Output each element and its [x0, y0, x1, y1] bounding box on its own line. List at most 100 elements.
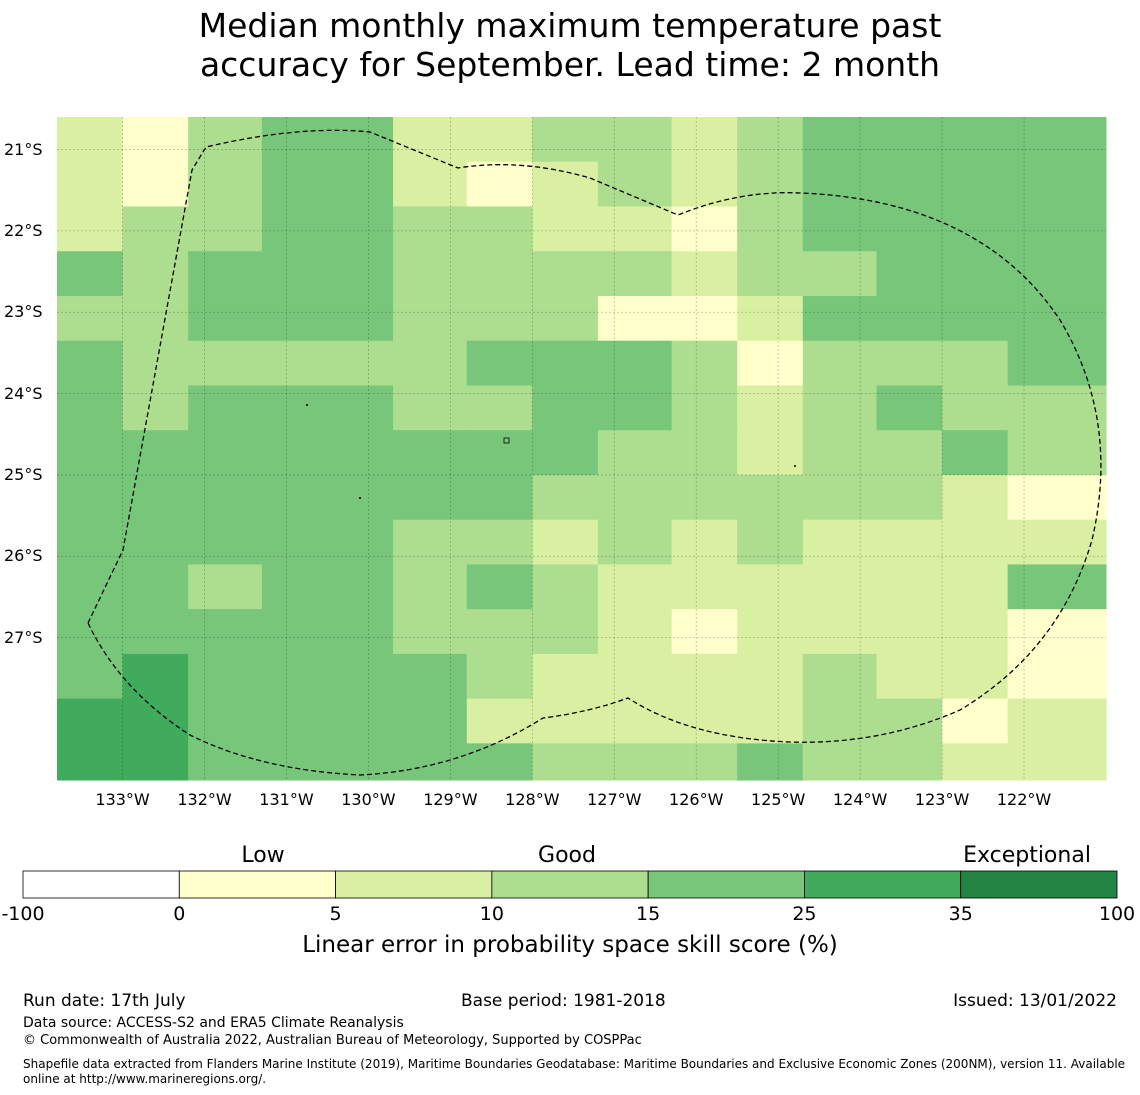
- grid-cell: [1007, 161, 1107, 207]
- colorbar-tick: 0: [173, 903, 186, 925]
- grid-cell: [188, 161, 263, 207]
- longitude-tick-label: 133°W: [95, 790, 150, 809]
- grid-cell: [327, 430, 394, 476]
- grid-cell: [671, 161, 738, 207]
- colorbar-segment: [960, 870, 1118, 899]
- grid-cell: [327, 251, 394, 297]
- grid-cell: [188, 564, 263, 610]
- grid-cell: [466, 519, 533, 565]
- colorbar-segment: [178, 870, 336, 899]
- grid-cell: [188, 251, 263, 297]
- grid-cell: [261, 609, 328, 655]
- grid-cell: [188, 430, 263, 476]
- grid-cell: [1007, 340, 1107, 386]
- grid-cell: [1007, 743, 1107, 781]
- grid-cell: [532, 117, 599, 163]
- grid-cell: [802, 519, 878, 565]
- grid-cell: [327, 206, 394, 252]
- grid-cell: [122, 430, 189, 476]
- grid-cell: [393, 206, 468, 252]
- grid-cell: [122, 519, 189, 565]
- base-period: Base period: 1981-2018: [461, 991, 666, 1011]
- grid-cell: [597, 385, 673, 431]
- grid-cell: [122, 698, 189, 744]
- grid-cell: [597, 117, 673, 163]
- grid-cell: [327, 340, 394, 386]
- grid-cell: [532, 295, 599, 342]
- grid-cell: [737, 340, 804, 386]
- grid-cell: [942, 743, 1009, 781]
- page-title: Median monthly maximum temperature past …: [0, 6, 1140, 84]
- grid-cell: [671, 251, 738, 297]
- colorbar-tick: -100: [1, 903, 45, 925]
- grid-cell: [122, 609, 189, 655]
- data-source: Data source: ACCESS-S2 and ERA5 Climate …: [23, 1015, 404, 1031]
- grid-cell: [188, 117, 263, 163]
- grid-cell: [597, 743, 673, 781]
- grid-cell: [327, 609, 394, 655]
- grid-cell: [261, 206, 328, 252]
- grid-cell: [261, 117, 328, 163]
- grid-cell: [876, 564, 943, 610]
- grid-cell: [671, 474, 738, 521]
- grid-cell: [942, 340, 1009, 386]
- grid-cell: [802, 653, 878, 700]
- graticule: [57, 117, 1106, 780]
- grid-cell: [737, 743, 804, 781]
- grid-cell: [393, 161, 468, 207]
- grid-cell: [393, 698, 468, 744]
- grid-cell: [671, 206, 738, 252]
- colorbar-segment: [335, 870, 493, 899]
- grid-cell: [1007, 117, 1107, 163]
- grid-cell: [876, 295, 943, 342]
- grid-cell: [532, 609, 599, 655]
- grid-cell: [122, 474, 189, 521]
- grid-cell: [261, 698, 328, 744]
- grid-cell: [532, 340, 599, 386]
- grid-cell: [122, 295, 189, 342]
- grid-cell: [737, 385, 804, 431]
- grid-cell: [261, 295, 328, 342]
- colorbar-category-label: Exceptional: [963, 843, 1091, 868]
- grid-cell: [466, 430, 533, 476]
- grid-cell: [466, 117, 533, 163]
- grid-cell: [466, 385, 533, 431]
- grid-cell: [393, 653, 468, 700]
- grid-cell: [671, 385, 738, 431]
- grid-cell: [671, 519, 738, 565]
- grid-cell: [1007, 295, 1107, 342]
- grid-cell: [737, 206, 804, 252]
- grid-cell: [57, 743, 124, 781]
- grid-cell: [671, 653, 738, 700]
- grid-cell: [737, 161, 804, 207]
- grid-cell: [393, 474, 468, 521]
- grid-cell: [57, 609, 124, 655]
- grid-cell: [466, 698, 533, 744]
- grid-cell: [671, 117, 738, 163]
- grid-cell: [802, 161, 878, 207]
- grid-cell: [327, 653, 394, 700]
- grid-cell: [737, 430, 804, 476]
- island-markers: [306, 404, 796, 499]
- grid-cell: [393, 519, 468, 565]
- grid-cell: [532, 251, 599, 297]
- grid-cell: [597, 474, 673, 521]
- latitude-tick-label: 26°S: [4, 546, 43, 566]
- grid-cell: [942, 161, 1009, 207]
- grid-cell: [597, 251, 673, 297]
- grid-cell: [122, 117, 189, 163]
- grid-cell: [261, 474, 328, 521]
- grid-cell: [393, 295, 468, 342]
- grid-cell: [1007, 653, 1107, 700]
- longitude-tick-label: 132°W: [177, 790, 232, 809]
- grid-cell: [466, 653, 533, 700]
- grid-cell: [876, 117, 943, 163]
- grid-cell: [1007, 430, 1107, 476]
- grid-cell: [188, 340, 263, 386]
- grid-cell: [876, 474, 943, 521]
- grid-cell: [261, 743, 328, 781]
- grid-cell: [802, 564, 878, 610]
- grid-cell: [466, 161, 533, 207]
- grid-cell: [188, 385, 263, 431]
- grid-cell: [942, 609, 1009, 655]
